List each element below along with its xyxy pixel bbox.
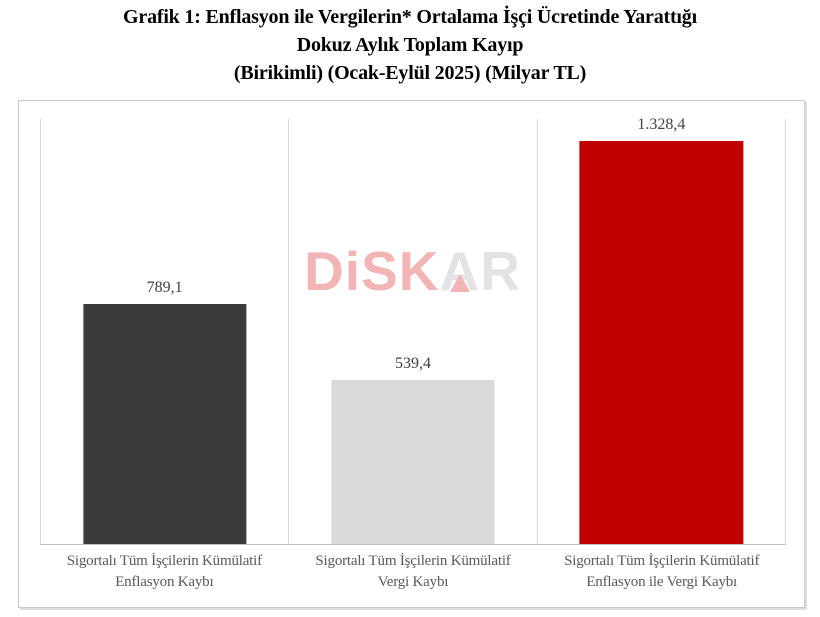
category-label-line1: Sigortalı Tüm İşçilerin Kümülatif (315, 553, 511, 569)
plot-area: 789,1 539,4 1.328,4 (40, 115, 786, 545)
category-label: Sigortalı Tüm İşçilerin Kümülatif Enflas… (537, 551, 786, 593)
bar-panel: 1.328,4 (536, 115, 785, 544)
bar (83, 304, 247, 544)
chart-title-line2: Dokuz Aylık Toplam Kayıp (296, 34, 524, 56)
bar-value-label: 789,1 (146, 279, 183, 297)
chart-title-line3: (Birikimli) (Ocak-Eylül 2025) (Milyar TL… (233, 62, 587, 84)
category-label-line2: Vergi Kaybı (377, 574, 449, 590)
chart-frame: DiSKAR 789,1 539,4 1.328,4 Sigortalı Tüm… (18, 100, 805, 608)
category-label-line1: Sigortalı Tüm İşçilerin Kümülatif (66, 553, 262, 569)
category-label: Sigortalı Tüm İşçilerin Kümülatif Enflas… (40, 551, 289, 593)
bar-value-label: 1.328,4 (637, 115, 686, 133)
bar-panel: 789,1 (40, 119, 288, 544)
category-label-line2: Enflasyon Kaybı (115, 574, 214, 590)
bar-panel: 539,4 (288, 119, 536, 544)
category-label-line1: Sigortalı Tüm İşçilerin Kümülatif (564, 553, 760, 569)
bar-value-label: 539,4 (394, 355, 431, 373)
category-label: Sigortalı Tüm İşçilerin Kümülatif Vergi … (289, 551, 538, 593)
chart-title: Grafik 1: Enflasyon ile Vergilerin* Orta… (0, 3, 820, 87)
chart-title-line1: Grafik 1: Enflasyon ile Vergilerin* Orta… (123, 6, 697, 28)
category-labels-row: Sigortalı Tüm İşçilerin Kümülatif Enflas… (40, 551, 786, 593)
category-label-line2: Enflasyon ile Vergi Kaybı (586, 574, 738, 590)
bar (331, 380, 495, 544)
bar (579, 140, 743, 544)
